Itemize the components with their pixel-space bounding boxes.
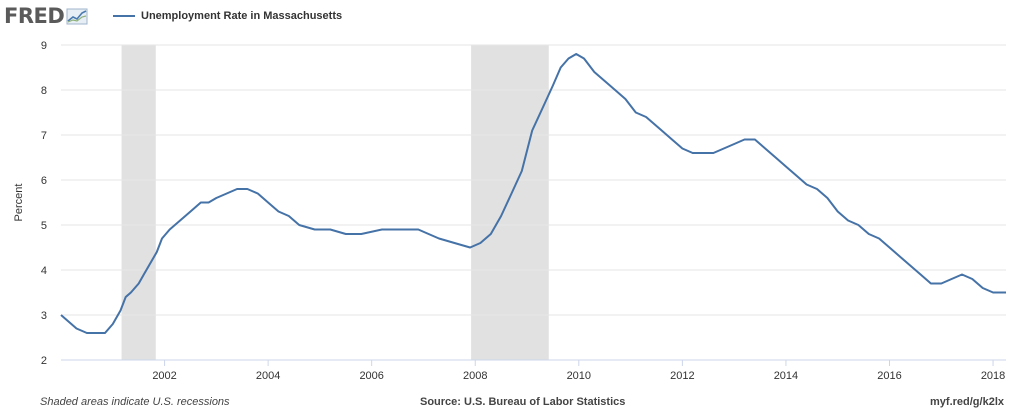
x-tick-label: 2016 [877, 370, 901, 382]
y-tick-label: 6 [41, 175, 47, 187]
y-tick-label: 7 [41, 130, 47, 142]
fred-chart-icon [66, 8, 88, 25]
y-tick-label: 9 [41, 40, 47, 52]
y-tick-label: 4 [41, 265, 47, 277]
legend-line-swatch [113, 15, 135, 17]
x-tick-label: 2004 [256, 370, 280, 382]
x-tick-label: 2010 [567, 370, 591, 382]
chart-header: FRED Unemployment Rate in Massachusetts [0, 0, 1024, 36]
y-axis-title: Percent [13, 184, 25, 222]
recession-band [121, 45, 156, 360]
fred-logo-text: FRED [4, 4, 65, 28]
x-tick-label: 2018 [981, 370, 1005, 382]
x-tick-label: 2008 [463, 370, 487, 382]
chart-legend[interactable]: Unemployment Rate in Massachusetts [113, 10, 342, 22]
x-tick-label: 2014 [774, 370, 798, 382]
recession-band [471, 45, 549, 360]
fred-logo[interactable]: FRED [4, 4, 88, 28]
y-tick-label: 3 [41, 310, 47, 322]
x-tick-label: 2002 [152, 370, 176, 382]
y-tick-label: 8 [41, 85, 47, 97]
source-text: Source: U.S. Bureau of Labor Statistics [420, 396, 626, 408]
legend-series-label: Unemployment Rate in Massachusetts [141, 10, 343, 22]
y-tick-label: 5 [41, 220, 47, 232]
line-chart: 2 3 4 5 6 7 8 9 2002 2004 2006 2008 2010 2012 2014 2016… [13, 40, 1006, 382]
y-tick-label: 2 [41, 355, 47, 367]
x-tick-label: 2006 [359, 370, 383, 382]
short-link[interactable]: myf.red/g/k2lx [930, 396, 1004, 408]
recession-note: Shaded areas indicate U.S. recessions [40, 396, 230, 408]
series-line [60, 53, 1006, 334]
x-tick-label: 2012 [670, 370, 694, 382]
